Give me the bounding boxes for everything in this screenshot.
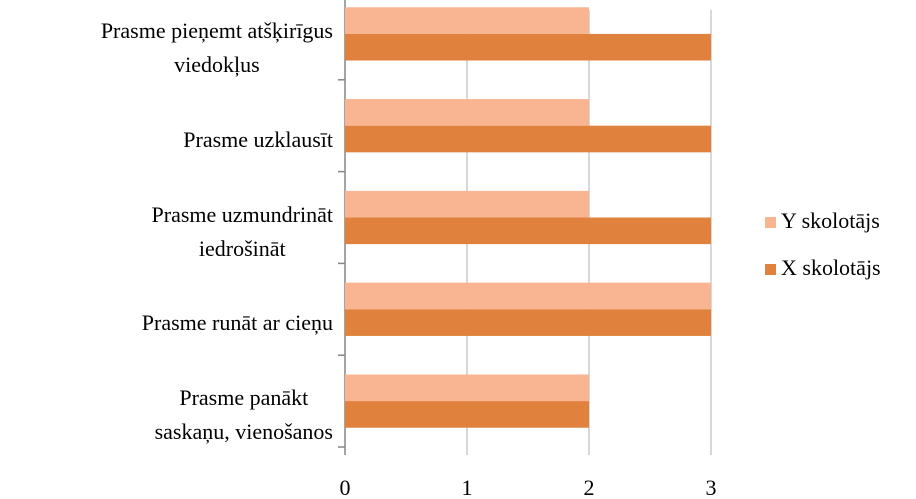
y-tick-label: Prasme uzklausīt <box>183 126 333 152</box>
y-tick-label: Prasme panākt saskaņu, vienošanos <box>154 385 333 445</box>
legend-swatch <box>765 217 776 228</box>
x-tick-label: 0 <box>340 475 351 499</box>
legend-swatch <box>765 264 776 275</box>
y-tick-label: Prasme runāt ar cieņu <box>141 310 333 336</box>
bar <box>345 99 589 126</box>
legend-label: Y skolotājs <box>781 208 880 233</box>
y-tick-label: Prasme uzmundrināt iedrošināt <box>151 201 333 261</box>
x-tick-label: 2 <box>584 475 595 499</box>
bar <box>345 7 589 34</box>
x-tick-label: 1 <box>462 475 473 499</box>
bar <box>345 33 711 61</box>
bar <box>345 217 711 245</box>
bar <box>345 282 711 310</box>
y-tick-label: Prasme pieņemt atšķirīgus viedokļus <box>100 17 333 77</box>
bar <box>345 374 589 402</box>
bar <box>345 125 711 153</box>
legend-label: X skolotājs <box>781 255 881 280</box>
bar <box>345 309 711 336</box>
bar <box>345 401 589 428</box>
bar <box>345 190 589 218</box>
x-tick-label: 3 <box>706 475 717 499</box>
